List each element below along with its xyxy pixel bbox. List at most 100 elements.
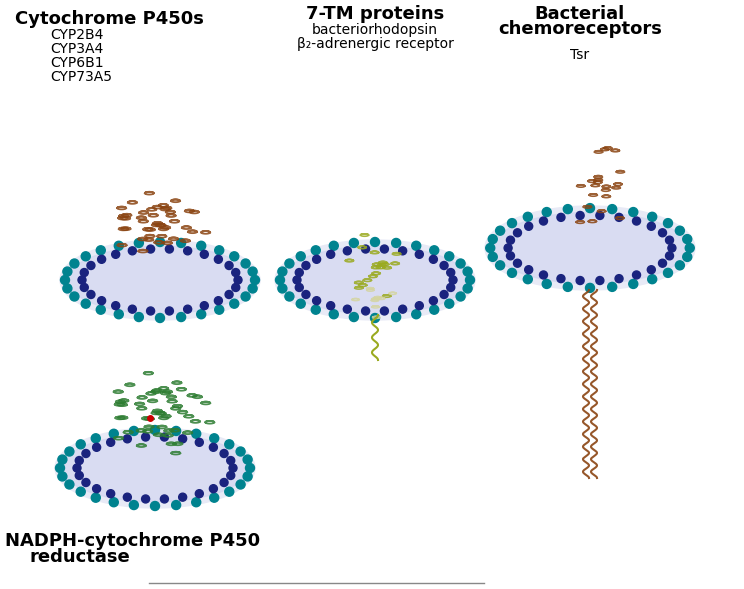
Circle shape <box>350 313 359 322</box>
Circle shape <box>488 252 497 262</box>
Text: Tsr: Tsr <box>571 48 589 62</box>
Circle shape <box>278 284 287 293</box>
Circle shape <box>296 299 305 308</box>
Circle shape <box>302 262 310 270</box>
Circle shape <box>362 245 370 253</box>
Circle shape <box>586 283 594 292</box>
Circle shape <box>147 245 155 253</box>
Circle shape <box>220 449 228 458</box>
Circle shape <box>312 255 321 263</box>
Circle shape <box>327 302 335 310</box>
Circle shape <box>295 283 304 292</box>
Circle shape <box>65 480 74 489</box>
Text: CYP6B1: CYP6B1 <box>50 56 103 70</box>
Circle shape <box>209 485 217 492</box>
Circle shape <box>129 426 138 435</box>
Circle shape <box>150 501 159 511</box>
Circle shape <box>664 219 673 227</box>
Circle shape <box>92 493 100 502</box>
Circle shape <box>141 495 150 503</box>
Circle shape <box>463 267 472 276</box>
Circle shape <box>429 297 437 305</box>
Circle shape <box>129 305 136 313</box>
Text: chemoreceptors: chemoreceptors <box>498 20 662 38</box>
Circle shape <box>236 480 245 489</box>
Circle shape <box>362 307 370 315</box>
Circle shape <box>96 246 105 255</box>
Circle shape <box>391 239 400 247</box>
Circle shape <box>135 239 144 247</box>
Text: CYP73A5: CYP73A5 <box>50 70 112 84</box>
Circle shape <box>399 247 407 255</box>
Circle shape <box>106 489 115 498</box>
Circle shape <box>92 434 100 443</box>
Circle shape <box>563 204 572 214</box>
Circle shape <box>241 292 250 301</box>
Circle shape <box>82 449 90 458</box>
Circle shape <box>248 284 257 293</box>
Circle shape <box>343 247 351 255</box>
Ellipse shape <box>55 428 255 508</box>
Circle shape <box>542 279 551 289</box>
Circle shape <box>608 282 617 292</box>
Ellipse shape <box>62 434 248 502</box>
Circle shape <box>668 244 676 252</box>
Circle shape <box>658 259 667 267</box>
Circle shape <box>676 226 684 235</box>
Circle shape <box>129 247 136 255</box>
Circle shape <box>81 252 90 261</box>
Circle shape <box>586 204 594 213</box>
Circle shape <box>632 217 641 225</box>
Circle shape <box>411 310 420 319</box>
Circle shape <box>225 290 233 299</box>
Circle shape <box>380 245 388 253</box>
Circle shape <box>430 305 439 314</box>
Text: Cytochrome P450s: Cytochrome P450s <box>15 10 204 28</box>
Circle shape <box>80 269 89 276</box>
Ellipse shape <box>68 246 252 314</box>
Circle shape <box>563 282 572 292</box>
Circle shape <box>184 247 192 255</box>
Text: reductase: reductase <box>30 548 130 566</box>
Circle shape <box>647 222 655 230</box>
Circle shape <box>65 447 74 456</box>
Circle shape <box>75 456 83 465</box>
Circle shape <box>97 297 106 305</box>
Circle shape <box>106 438 115 446</box>
Circle shape <box>184 305 192 313</box>
Circle shape <box>391 313 400 322</box>
Ellipse shape <box>493 212 687 284</box>
Circle shape <box>542 207 551 217</box>
Circle shape <box>302 290 310 299</box>
Circle shape <box>576 276 584 284</box>
Circle shape <box>234 276 242 284</box>
Circle shape <box>488 234 497 244</box>
Circle shape <box>415 302 423 310</box>
Circle shape <box>214 297 222 305</box>
Circle shape <box>124 435 132 443</box>
Circle shape <box>225 440 234 449</box>
Circle shape <box>196 241 206 250</box>
Circle shape <box>73 464 81 472</box>
Circle shape <box>504 244 512 252</box>
Circle shape <box>246 464 254 472</box>
Circle shape <box>141 433 150 441</box>
Circle shape <box>312 297 321 305</box>
Circle shape <box>80 283 89 292</box>
Circle shape <box>76 440 86 449</box>
Circle shape <box>525 266 533 274</box>
Circle shape <box>115 241 124 250</box>
Circle shape <box>507 269 516 277</box>
Circle shape <box>664 269 673 277</box>
Circle shape <box>96 305 105 314</box>
Circle shape <box>295 269 304 276</box>
Circle shape <box>466 276 475 284</box>
Circle shape <box>615 213 623 221</box>
Circle shape <box>150 425 159 435</box>
Circle shape <box>685 243 694 253</box>
Circle shape <box>557 274 565 283</box>
Circle shape <box>278 267 287 276</box>
Circle shape <box>220 478 228 487</box>
Circle shape <box>87 262 95 270</box>
Circle shape <box>683 234 692 244</box>
